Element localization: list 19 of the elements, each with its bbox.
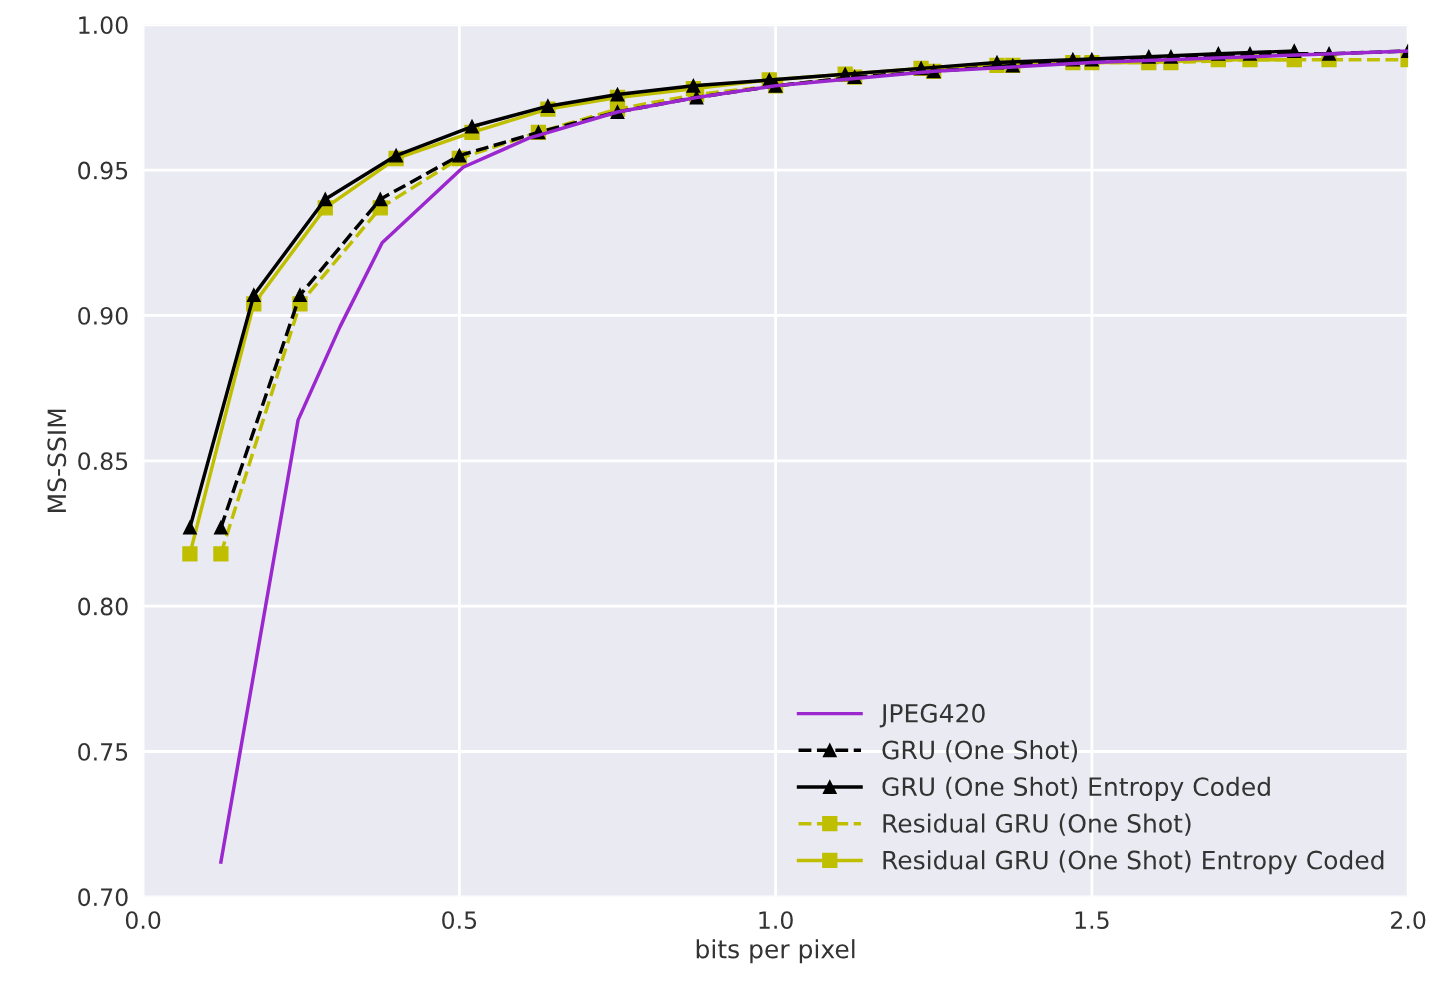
y-tick-label: 0.80 <box>78 597 128 616</box>
y-tick-label: 0.75 <box>78 742 128 761</box>
y-tick-label: 0.70 <box>78 888 128 907</box>
y-tick-label: 0.95 <box>78 161 128 180</box>
legend-label: Residual GRU (One Shot) <box>883 813 1191 836</box>
y-tick-label: 0.85 <box>78 452 128 471</box>
x-axis-title: bits per pixel <box>696 939 855 964</box>
x-tick-label: 2.0 <box>1391 911 1426 930</box>
x-tick-label: 0.0 <box>125 911 161 930</box>
x-tick-label: 1.0 <box>759 911 793 930</box>
legend-label: JPEG420 <box>879 703 985 728</box>
legend-label: GRU (One Shot) Entropy Coded <box>882 776 1270 801</box>
x-tick-label: 0.5 <box>442 911 477 930</box>
legend-label: GRU (One Shot) <box>882 740 1078 763</box>
legend-label: Residual GRU (One Shot) Entropy Coded <box>883 850 1384 875</box>
y-tick-label: 1.00 <box>79 16 128 35</box>
y-axis-title: MS-SSIM <box>47 409 67 512</box>
x-tick-label: 1.5 <box>1075 911 1109 930</box>
y-tick-label: 0.90 <box>78 306 128 325</box>
